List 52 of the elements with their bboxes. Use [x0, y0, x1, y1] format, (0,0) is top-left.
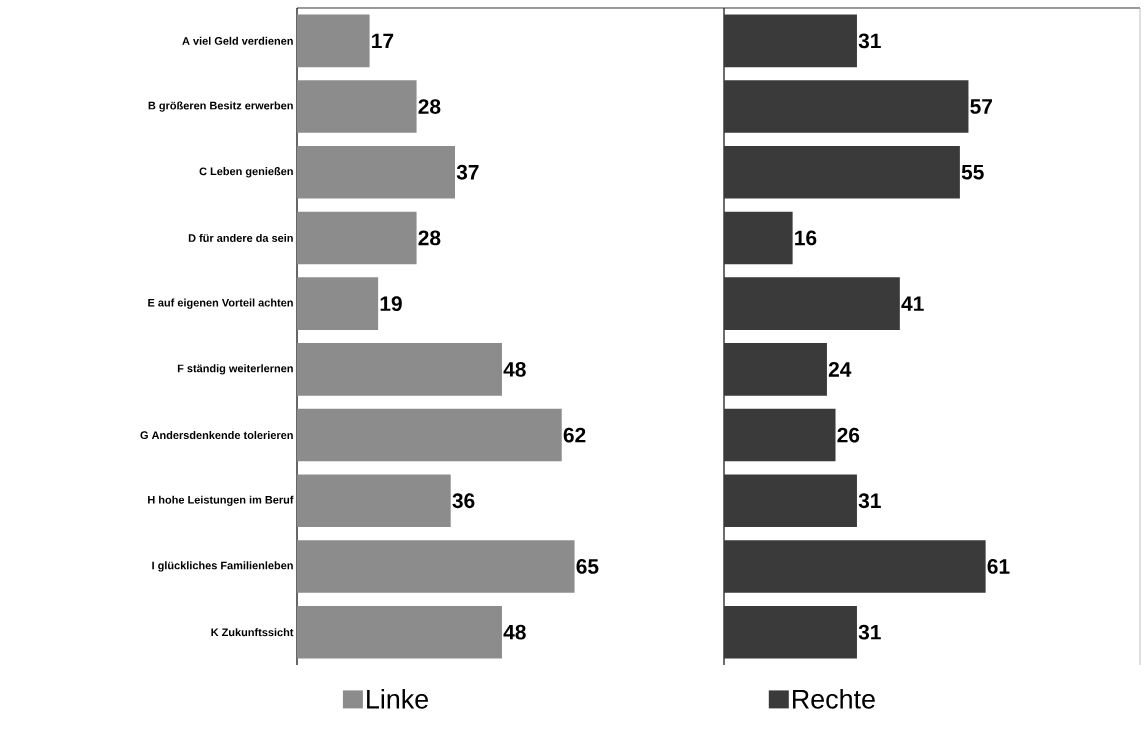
y-tick-label: D für andere da sein — [188, 233, 293, 242]
legend-label: Linke — [367, 688, 428, 709]
bar — [724, 211, 793, 265]
data-label: 26 — [837, 427, 860, 443]
bar — [297, 211, 417, 265]
data-label: 65 — [576, 559, 599, 574]
bar — [297, 145, 455, 199]
data-label: 31 — [858, 493, 881, 509]
y-tick-label: C Leben genießen — [199, 167, 293, 178]
data-label: 28 — [418, 230, 441, 246]
bar — [297, 408, 562, 462]
y-tick-label: B größeren Besitz erwerben — [148, 101, 293, 112]
y-tick-label: A viel Geld verdienen — [182, 36, 293, 45]
data-label: 41 — [901, 296, 924, 311]
y-tick-label: K Zukunftssicht — [211, 628, 294, 637]
data-label: 16 — [795, 230, 817, 246]
bar — [724, 540, 986, 593]
legend-label: Rechte — [793, 688, 875, 709]
bar — [724, 14, 857, 68]
bar — [724, 80, 969, 133]
data-label: 61 — [987, 559, 1010, 574]
bar — [724, 408, 836, 462]
y-tick-label: H hohe Leistungen im Beruf — [148, 495, 294, 506]
data-label: 48 — [503, 361, 526, 377]
bar — [297, 605, 502, 659]
bar — [297, 343, 502, 396]
data-label: 48 — [503, 624, 526, 640]
data-label: 31 — [858, 624, 881, 640]
bar — [297, 80, 417, 133]
bar — [724, 145, 960, 199]
bar — [724, 343, 827, 396]
bar — [724, 474, 857, 528]
bar — [724, 605, 857, 659]
data-label: 19 — [380, 296, 402, 312]
bar — [724, 277, 900, 330]
data-label: 17 — [372, 33, 394, 49]
y-tick-label: G Andersdenkende tolerieren — [140, 431, 293, 440]
data-label: 31 — [858, 33, 881, 49]
data-label: 24 — [828, 362, 852, 377]
data-label: 62 — [563, 427, 586, 443]
y-tick-label: F ständig weiterlernen — [177, 364, 293, 375]
y-tick-label: I glückliches Familienleben — [152, 561, 293, 572]
y-tick-label: E auf eigenen Vorteil achten — [148, 298, 293, 309]
data-label: 28 — [418, 99, 441, 114]
data-label: 55 — [961, 164, 984, 180]
data-label: 37 — [456, 164, 479, 180]
bar — [297, 540, 575, 593]
data-label: 36 — [452, 493, 475, 509]
data-label: 57 — [970, 99, 993, 114]
bar — [297, 14, 370, 68]
bar — [297, 474, 451, 528]
bar — [297, 277, 379, 330]
